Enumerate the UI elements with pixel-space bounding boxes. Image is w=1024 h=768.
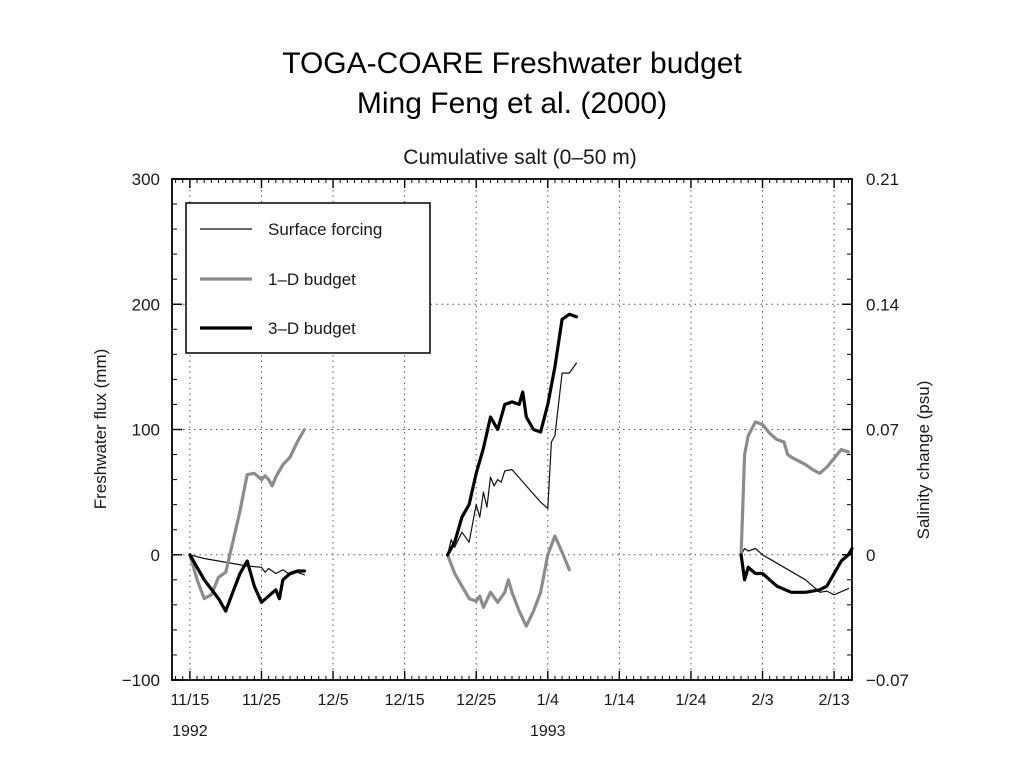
x-tick-label: 12/15 xyxy=(385,692,425,709)
y2-tick-label: 0.07 xyxy=(866,421,899,440)
legend-label: 1–D budget xyxy=(268,270,356,289)
series-3 xyxy=(188,312,854,613)
chart-title: Cumulative salt (0–50 m) xyxy=(403,146,636,169)
x-tick-label: 1/14 xyxy=(604,692,635,709)
y-axis-label: Freshwater flux (mm) xyxy=(91,349,110,510)
slide-title: TOGA-COARE Freshwater budget xyxy=(282,47,742,80)
x-tick-label: 2/3 xyxy=(751,692,773,709)
x-tick-label: 2/13 xyxy=(819,692,850,709)
y2-tick-label: 0.14 xyxy=(866,295,899,314)
legend-label: Surface forcing xyxy=(268,220,382,239)
legend: Surface forcing 1–D budget 3–D budget xyxy=(185,202,431,354)
y-tick-label: 300 xyxy=(132,170,160,189)
y2-axis-label: Salinity change (psu) xyxy=(914,381,933,540)
series-line xyxy=(739,546,854,594)
series-line xyxy=(188,553,306,613)
x-tick-label: 11/25 xyxy=(242,692,281,709)
y-tick-label: 0 xyxy=(151,546,160,565)
series-line xyxy=(446,312,579,557)
series-line xyxy=(739,420,851,557)
y-tick-label: 200 xyxy=(132,295,160,314)
y2-tick-label: 0 xyxy=(866,546,875,565)
y2-tick-label: 0.21 xyxy=(866,170,899,189)
axes: 11/15 11/25 12/5 12/15 12/25 1/4 1/14 1/24 2/3 2/… xyxy=(122,170,909,740)
slide-subtitle: Ming Feng et al. (2000) xyxy=(356,87,668,120)
x-tick-label: 12/5 xyxy=(317,692,348,709)
series-line xyxy=(447,362,578,556)
x-tick-label: 1/4 xyxy=(537,692,559,709)
legend-label: 3–D budget xyxy=(268,319,356,338)
x-tick-label: 12/25 xyxy=(456,692,496,709)
series-line xyxy=(446,534,571,628)
y-tick-label: 100 xyxy=(132,421,160,440)
x-year-label: 1992 xyxy=(172,723,208,740)
x-year-label: 1993 xyxy=(530,723,566,740)
y-tick-label: −100 xyxy=(122,671,160,690)
series-line xyxy=(188,427,306,601)
x-tick-label: 1/24 xyxy=(675,692,706,709)
series-line xyxy=(740,547,850,596)
y2-tick-label: −0.07 xyxy=(866,671,909,690)
series-2 xyxy=(188,420,851,628)
series-1 xyxy=(189,362,850,596)
series-layer xyxy=(188,312,854,628)
x-tick-label: 11/15 xyxy=(170,692,209,709)
